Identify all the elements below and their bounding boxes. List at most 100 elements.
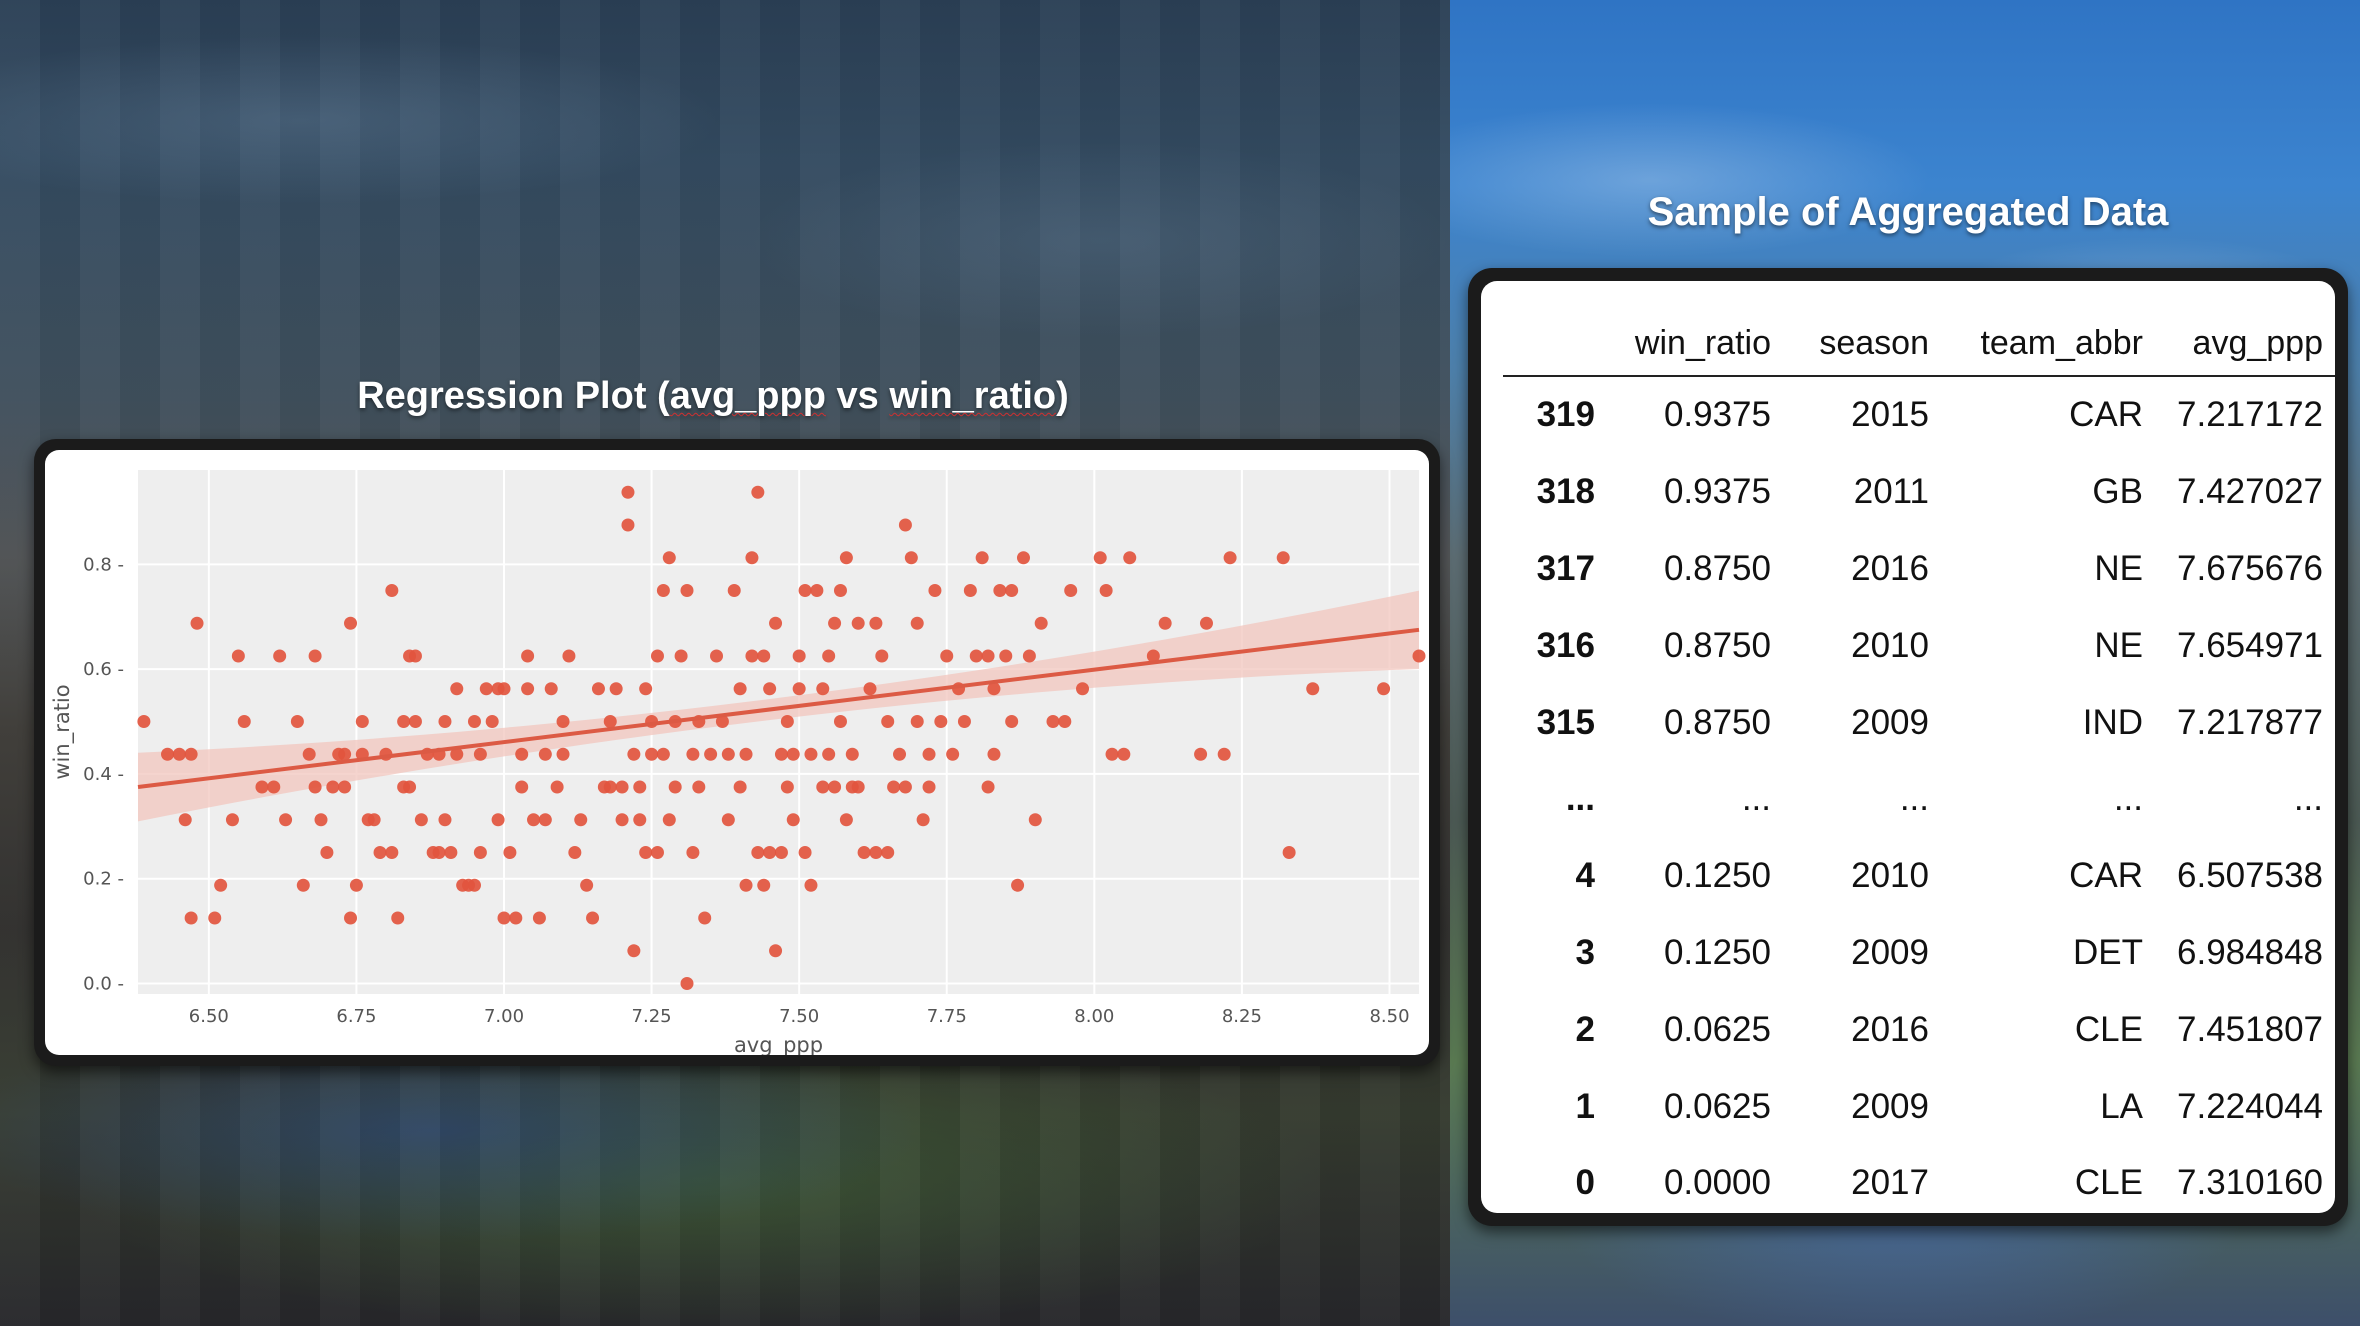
scatter-point [1123, 551, 1137, 565]
scatter-point [161, 747, 175, 761]
scatter-point [833, 715, 847, 729]
scatter-point [273, 649, 287, 663]
table-body: 319 0.9375 2015 CAR 7.217172 318 0.9375 2011 GB 7… [1503, 376, 2335, 1213]
scatter-point [1282, 846, 1296, 860]
scatter-point [751, 846, 765, 860]
scatter-point [721, 813, 735, 827]
scatter-point [184, 911, 198, 925]
scatter-point [408, 649, 422, 663]
table-cell: 7.451807 [2177, 1009, 2323, 1049]
confidence-band [138, 590, 1419, 822]
x-tick-label: 6.75 [336, 1006, 376, 1027]
table-cell: IND [2082, 702, 2143, 742]
scatter-point [993, 584, 1007, 598]
table-cell: 0.9375 [1663, 472, 1771, 512]
scatter-point [615, 813, 629, 827]
scatter-point [544, 682, 558, 696]
row-index: 318 [1536, 472, 1595, 512]
table-cell: 6.984848 [2177, 932, 2323, 972]
scatter-point [721, 747, 735, 761]
scatter-point [668, 780, 682, 794]
plot-background [138, 470, 1419, 994]
y-tick-label: 0.8 - [83, 554, 124, 575]
scatter-point [910, 715, 924, 729]
scatter-point [922, 747, 936, 761]
scatter-point [290, 715, 304, 729]
table-heading: Sample of Aggregated Data [1647, 190, 2169, 234]
tick-labels: 6.50 6.75 7.00 7.25 7.50 7.75 8.00 8.25 8.50 0.0 … [83, 554, 1409, 1027]
scatter-point [928, 584, 942, 598]
row-index: 2 [1575, 1009, 1595, 1049]
scatter-point [745, 649, 759, 663]
column-header: win_ratio [1611, 311, 1787, 377]
scatter-point [798, 846, 812, 860]
table-cell: 2015 [1851, 395, 1929, 435]
chart-heading-mid: vs [825, 375, 890, 417]
table-cell: 2017 [1851, 1163, 1929, 1203]
scatter-point [1016, 551, 1030, 565]
scatter-point [1058, 715, 1072, 729]
scatter-point [839, 813, 853, 827]
row-index: 319 [1536, 395, 1595, 435]
scatter-point [946, 747, 960, 761]
row-index: 316 [1536, 625, 1595, 665]
table-cell: 7.654971 [2177, 625, 2323, 665]
scatter-point [355, 715, 369, 729]
table-cell: 2011 [1853, 472, 1929, 512]
scatter-point [172, 747, 186, 761]
regression-line-group [137, 627, 1420, 790]
scatter-point [1093, 551, 1107, 565]
scatter-point [385, 846, 399, 860]
scatter-point [845, 747, 859, 761]
table-cell: CLE [2074, 1009, 2143, 1049]
scatter-point [267, 780, 281, 794]
scatter-point [881, 846, 895, 860]
scatter-point [757, 649, 771, 663]
table-row: 316 0.8750 2010 NE 7.654971 [1503, 607, 2335, 684]
scatter-point [698, 911, 712, 925]
scatter-point [786, 813, 800, 827]
scatter-point [710, 649, 724, 663]
scatter-point [538, 813, 552, 827]
scatter-point [774, 846, 788, 860]
scatter-point [940, 649, 954, 663]
scatter-point [479, 682, 493, 696]
scatter-point [320, 846, 334, 860]
scatter-point [757, 878, 771, 892]
scatter-point [473, 846, 487, 860]
scatter-point [344, 911, 358, 925]
scatter-point [839, 551, 853, 565]
scatter-point [1199, 616, 1213, 630]
table-cell: 2016 [1851, 548, 1929, 588]
table-cell: LA [2100, 1086, 2143, 1126]
y-tick-label: 0.0 - [83, 974, 124, 995]
scatter-point [733, 682, 747, 696]
row-index: 317 [1536, 548, 1595, 588]
column-header: avg_ppp [2159, 311, 2335, 377]
table-cell: 0.0000 [1663, 1163, 1771, 1203]
scatter-point [910, 616, 924, 630]
scatter-point [609, 682, 623, 696]
table-cell: 6.507538 [2177, 856, 2323, 896]
x-tick-label: 8.50 [1369, 1006, 1409, 1027]
scatter-point [851, 780, 865, 794]
table-cell: NE [2094, 548, 2143, 588]
scatter-point [686, 747, 700, 761]
table-cell: 0.8750 [1663, 702, 1771, 742]
scatter-point [473, 747, 487, 761]
scatter-point [538, 747, 552, 761]
scatter-point [515, 780, 529, 794]
scatter-point [444, 846, 458, 860]
chart-heading: Regression Plot (avg_ppp vs win_ratio) [0, 375, 1426, 418]
scatter-point [662, 551, 676, 565]
scatter-point [828, 780, 842, 794]
scatter-point [780, 715, 794, 729]
scatter-point [485, 715, 499, 729]
scatter-point [869, 846, 883, 860]
scatter-point [1306, 682, 1320, 696]
table-cell: 2009 [1851, 932, 1929, 972]
scatter-point [1217, 747, 1231, 761]
scatter-point [1099, 584, 1113, 598]
scatter-point [633, 780, 647, 794]
scatter-point [692, 780, 706, 794]
